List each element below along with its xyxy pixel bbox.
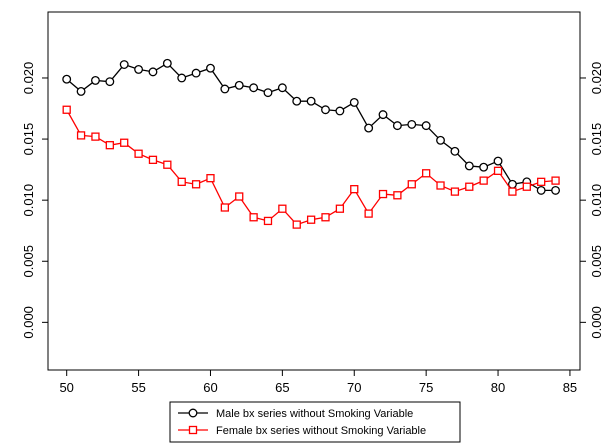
marker [321,105,330,115]
marker [479,176,488,185]
marker [249,83,259,93]
marker [76,131,86,140]
marker [493,156,503,166]
marker [306,215,316,224]
marker [393,191,402,200]
marker [364,123,374,133]
marker [188,408,198,418]
x-tick-label: 70 [347,380,361,395]
marker [134,64,144,74]
x-tick-label: 75 [419,380,433,395]
y-tick-label: 0.020 [21,62,36,95]
y-tick-label: 0.000 [589,306,604,339]
marker [364,209,373,218]
marker [349,97,359,107]
marker [105,77,115,87]
marker [536,185,546,195]
marker [177,177,186,186]
marker [450,146,460,156]
marker [292,96,302,106]
marker [378,110,388,120]
marker [263,216,273,226]
marker [234,80,244,90]
marker [321,213,330,222]
marker [508,187,517,196]
marker [407,119,417,129]
x-tick-label: 50 [59,380,73,395]
marker [378,189,388,199]
x-tick-label: 80 [491,380,505,395]
y-tick-label: 0.000 [21,306,36,339]
marker [76,86,86,96]
y-tick-label: 0.010 [589,184,604,217]
marker [220,203,230,212]
marker [335,106,345,116]
y-tick-label: 0.015 [21,123,36,156]
legend-label: Female bx series without Smoking Variabl… [216,425,426,437]
marker [206,63,215,73]
marker [62,105,71,114]
marker [191,180,201,189]
marker [235,192,244,201]
marker [436,135,445,145]
marker [188,425,198,435]
legend-label: Male bx series without Smoking Variable [216,408,413,420]
marker [551,185,561,195]
marker [450,187,460,196]
marker [465,182,474,191]
marker [90,75,100,85]
legend-box [169,401,461,443]
x-tick-label: 55 [131,380,145,395]
marker [292,220,301,229]
marker [134,149,143,158]
marker [191,68,201,78]
marker [220,84,230,94]
marker [551,176,560,185]
marker [421,121,431,131]
marker [249,213,258,222]
marker [119,60,129,69]
y-tick-label: 0.020 [589,62,604,95]
marker [335,204,345,213]
y-tick-label: 0.005 [589,245,604,278]
marker [522,182,531,191]
marker [148,155,158,164]
marker [479,162,489,172]
marker [306,96,316,106]
marker [91,132,100,141]
marker [162,58,172,68]
marker [105,141,114,150]
marker [407,180,416,189]
marker [177,73,187,83]
marker [350,185,359,194]
marker [464,161,474,171]
y-tick-label: 0.005 [21,245,36,278]
x-tick-label: 60 [203,380,217,395]
marker [537,177,546,186]
marker [392,121,402,131]
marker [277,83,287,93]
legend: Male bx series without Smoking Variable F… [169,401,461,443]
y-tick-label: 0.015 [589,123,604,156]
y-tick-label: 0.010 [21,184,36,217]
marker [493,166,503,175]
x-tick-label: 65 [275,380,289,395]
marker [163,160,172,169]
marker [62,74,72,84]
marker [278,204,287,213]
marker [120,138,129,147]
marker [263,88,273,98]
marker [422,169,431,178]
marker [148,67,158,77]
marker [436,181,445,190]
x-tick-label: 85 [563,380,577,395]
marker [206,174,215,183]
